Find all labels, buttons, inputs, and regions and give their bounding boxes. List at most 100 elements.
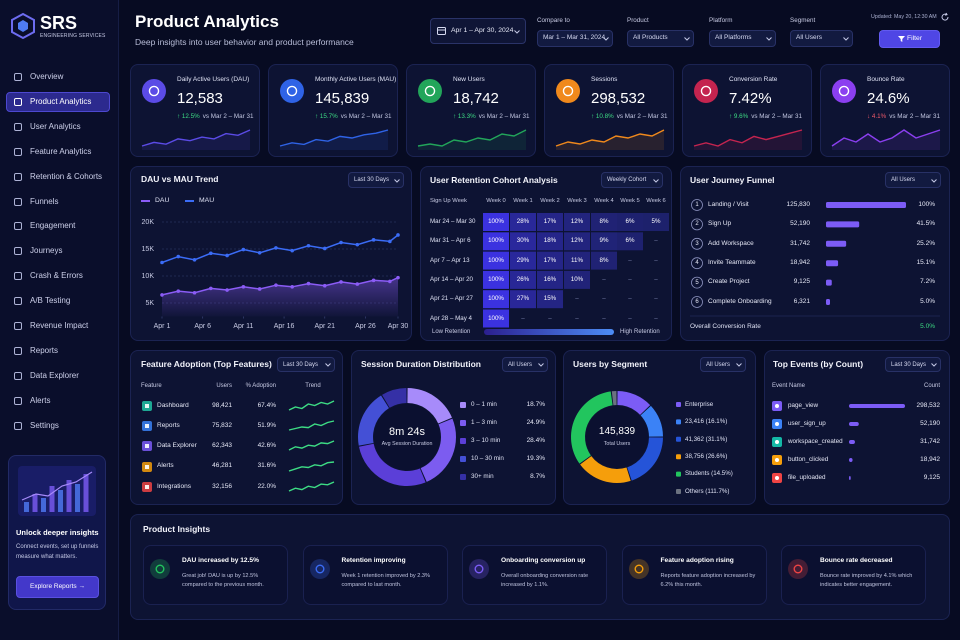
chevron [325, 363, 331, 367]
nav-icon-shape [14, 297, 22, 306]
calendar-icon [437, 27, 446, 35]
cohort-header: Sign Up Week [430, 198, 467, 204]
nav-item[interactable]: User Analytics [30, 121, 81, 131]
promo-illustration [18, 466, 96, 516]
nav-item[interactable]: Reports [30, 345, 59, 355]
dropdown-label: All Users [796, 34, 823, 42]
feature-icon [142, 421, 152, 432]
dropdown[interactable] [537, 30, 613, 47]
chevron-icon [843, 37, 849, 41]
nav-item[interactable]: Journeys [30, 246, 63, 256]
nav-icon-shape [14, 122, 22, 131]
dropdown[interactable] [348, 172, 404, 188]
chevron-icon [514, 29, 520, 34]
event-icon-glyph [775, 476, 779, 480]
nav-item[interactable]: Funnels [30, 196, 59, 206]
y-tick-label: 20K [141, 218, 154, 226]
kpi-sparkline [693, 129, 803, 150]
kpi-icon-glyph [562, 85, 574, 97]
nav-item[interactable]: Engagement [30, 221, 76, 231]
feature-name: Integrations [157, 482, 191, 490]
col-header: Feature [141, 383, 162, 389]
nav-active[interactable] [6, 91, 110, 112]
cohort-cell [537, 232, 563, 251]
nav-item[interactable]: Retention & Cohorts [30, 171, 103, 181]
nav-item[interactable]: Feature Analytics [30, 146, 92, 156]
date-picker[interactable] [430, 18, 526, 44]
chevron-icon [684, 37, 690, 41]
nav-item[interactable]: Crash & Errors [30, 271, 83, 281]
dropdown[interactable] [790, 30, 853, 47]
filter-button[interactable] [879, 30, 940, 48]
series-point [355, 242, 360, 247]
chevron-icon [931, 178, 937, 183]
nav-icon [14, 297, 22, 306]
legend-swatch [460, 420, 466, 426]
dropdown[interactable] [700, 357, 746, 372]
nav-icon [14, 222, 22, 231]
kpi-value: 12,583 [177, 90, 223, 107]
promo-button[interactable] [16, 576, 99, 598]
updated: Updated: May 20, 12:30 AM [871, 14, 937, 20]
chevron-icon [766, 37, 772, 41]
insight-icon-bg [469, 559, 489, 579]
panel-title: Session Duration Distribution [361, 359, 481, 369]
kpi-compare: vs Mar 2 – Mar 31 [616, 113, 668, 120]
kpi-icon [418, 79, 442, 103]
insight-card [781, 545, 926, 605]
nav-icon [14, 396, 22, 405]
cohort-cell-label: 6% [625, 218, 635, 225]
dropdown[interactable] [627, 30, 694, 47]
dropdown[interactable] [885, 172, 941, 188]
dropdown[interactable] [601, 172, 663, 188]
donut-segment [570, 391, 613, 464]
dropdown[interactable] [277, 357, 335, 372]
cohort-cell-label: 100% [488, 218, 504, 225]
feature-trend [288, 440, 335, 452]
series-point [396, 275, 400, 280]
dropdown[interactable] [885, 357, 941, 372]
kpi-change-row: ↓ 4.1% vs Mar 2 – Mar 31 [867, 113, 940, 120]
step-count: 6,321 [793, 297, 810, 305]
nav-item[interactable]: Data Explorer [30, 370, 79, 380]
nav-icon-shape [14, 371, 22, 380]
y-tick-label: 15K [141, 245, 154, 253]
dropdown-label: All Products [633, 34, 668, 42]
nav-item[interactable]: Alerts [30, 395, 51, 405]
insight-icon [309, 559, 330, 579]
step-pct: 5.0% [920, 297, 935, 305]
nav-icon [14, 97, 22, 106]
nav-item[interactable]: Revenue Impact [30, 321, 89, 330]
event-count: 31,742 [920, 437, 940, 445]
legend-swatch [460, 456, 466, 462]
cohort-cell-label: 30% [516, 237, 530, 245]
kpi-change-row: ↑ 10.8% vs Mar 2 – Mar 31 [591, 113, 668, 120]
series-point [160, 293, 164, 297]
series-point [322, 246, 327, 251]
dropdown[interactable] [709, 30, 776, 47]
cohort-cell-label: – [628, 295, 632, 303]
legend-swatch [676, 471, 681, 477]
nav-item[interactable]: A/B Testing [30, 296, 71, 306]
cohort-cell-label: 5% [651, 218, 661, 225]
kpi-icon-bg [418, 79, 442, 103]
legend-label: 0 – 1 min [471, 400, 497, 408]
insight-icon [628, 559, 649, 579]
series-point [388, 279, 392, 284]
cohort-cell-label: – [628, 256, 632, 264]
x-tick-label: Apr 26 [355, 322, 376, 330]
series-point [209, 286, 213, 291]
kpi-sparkline [141, 129, 251, 150]
cohort-cell [591, 213, 617, 231]
nav-item[interactable]: Overview [30, 72, 64, 81]
donut-segment [382, 388, 407, 408]
cohort-cell [564, 251, 590, 270]
cohort-header: Week 0 [486, 198, 506, 204]
series-point [339, 280, 343, 284]
nav-item[interactable]: Product Analytics [30, 96, 92, 106]
kpi-sparkline [555, 129, 665, 150]
dropdown[interactable] [502, 357, 548, 372]
nav-item[interactable]: Settings [30, 420, 59, 430]
